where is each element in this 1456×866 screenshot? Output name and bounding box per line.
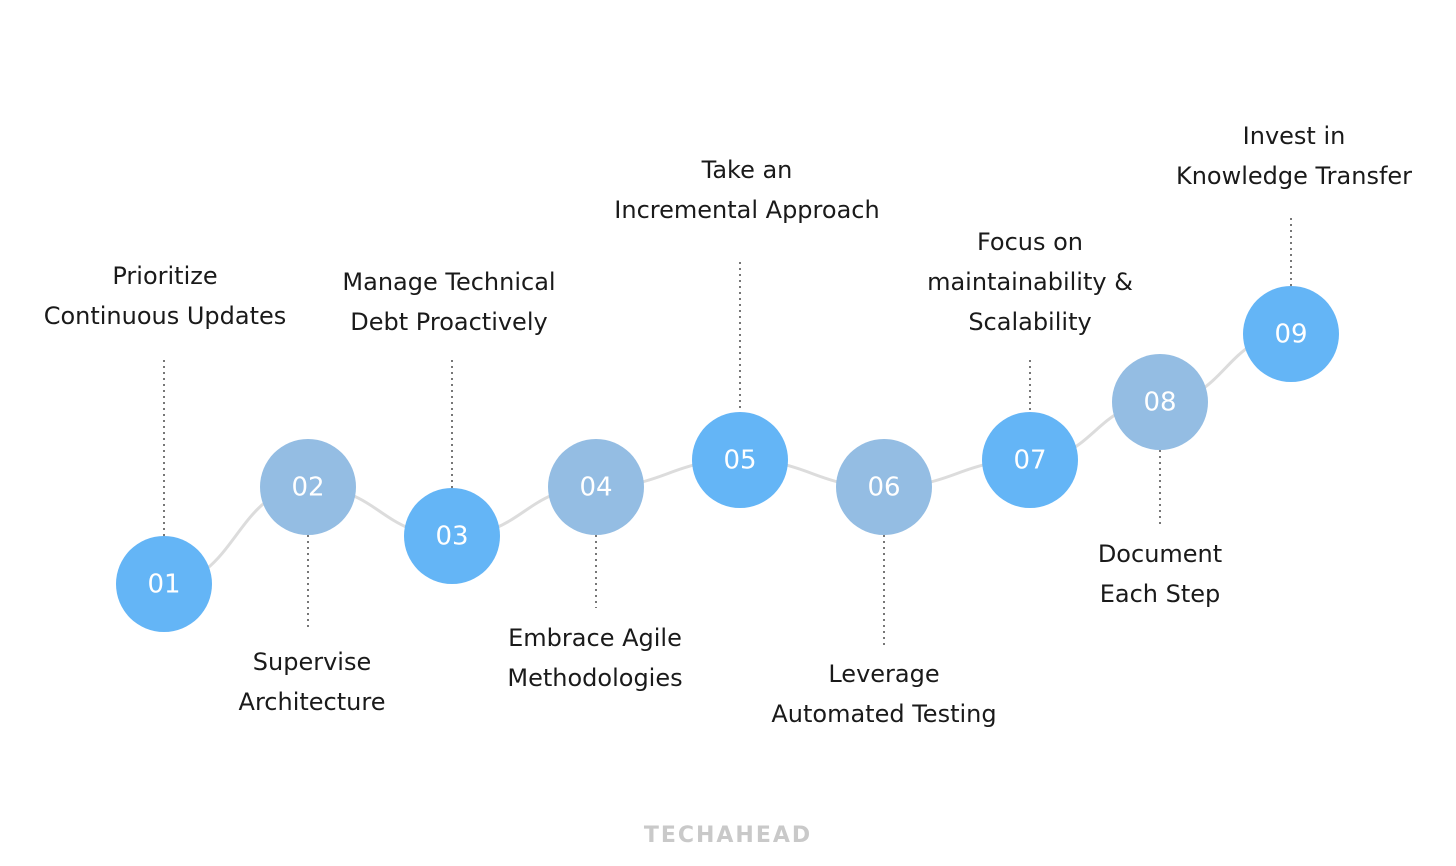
- step-circle: [836, 439, 932, 535]
- step-number: 06: [867, 473, 900, 503]
- step-label: maintainability &: [927, 268, 1133, 296]
- step-circle: [260, 439, 356, 535]
- footer-brand: TECHAHEAD: [644, 823, 812, 848]
- step-label: Manage Technical: [342, 268, 555, 296]
- step-label: Document: [1098, 540, 1222, 568]
- step-circle: [548, 439, 644, 535]
- step-number: 09: [1274, 320, 1307, 350]
- step-label: Automated Testing: [771, 700, 996, 728]
- step-label: Prioritize: [112, 262, 217, 290]
- step-label: Take an: [701, 156, 793, 184]
- step-number: 04: [579, 473, 612, 503]
- step-label: Invest in: [1243, 122, 1346, 150]
- step-label: Knowledge Transfer: [1176, 162, 1412, 190]
- step-number: 05: [723, 446, 756, 476]
- step-label: Debt Proactively: [350, 308, 547, 336]
- step-label: Architecture: [239, 688, 386, 716]
- step-number: 08: [1143, 388, 1176, 418]
- step-label: Supervise: [253, 648, 371, 676]
- step-label: Embrace Agile: [508, 624, 682, 652]
- step-number: 03: [435, 522, 468, 552]
- step-circle: [692, 412, 788, 508]
- step-circle: [1243, 286, 1339, 382]
- step-number: 02: [291, 473, 324, 503]
- step-label: Continuous Updates: [44, 302, 287, 330]
- step-label: Methodologies: [507, 664, 682, 692]
- step-circle: [404, 488, 500, 584]
- step-label: Each Step: [1100, 580, 1221, 608]
- step-number: 01: [147, 570, 180, 600]
- step-label: Focus on: [977, 228, 1083, 256]
- step-circle: [1112, 354, 1208, 450]
- step-label: Incremental Approach: [614, 196, 879, 224]
- step-number: 07: [1013, 446, 1046, 476]
- step-label: Scalability: [968, 308, 1091, 336]
- step-circle: [982, 412, 1078, 508]
- step-circle: [116, 536, 212, 632]
- step-label: Leverage: [828, 660, 939, 688]
